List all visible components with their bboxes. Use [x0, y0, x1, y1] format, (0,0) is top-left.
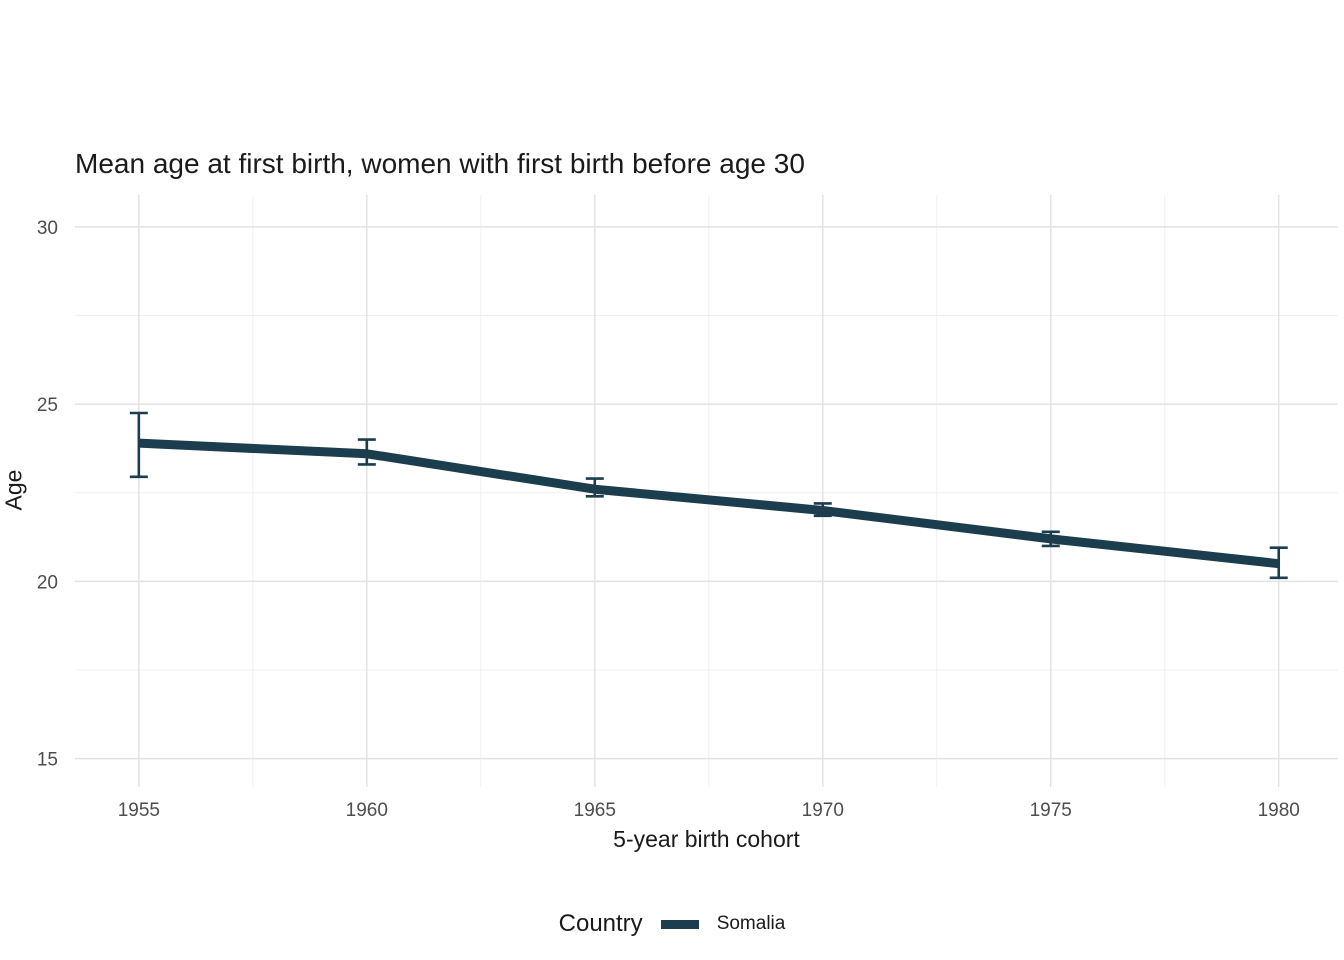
series-line-somalia [138, 438, 1280, 569]
x-tick-label: 1960 [346, 800, 388, 821]
x-tick-label: 1975 [1030, 800, 1072, 821]
y-tick-label: 15 [37, 750, 58, 771]
x-tick-label: 1965 [574, 800, 616, 821]
legend-label-somalia: Somalia [716, 913, 786, 934]
x-tick-label: 1970 [802, 800, 844, 821]
y-tick-label: 25 [37, 395, 58, 416]
legend-swatch-somalia [660, 919, 699, 929]
x-axis-title: 5-year birth cohort [613, 826, 800, 852]
y-axis-title: Age [0, 469, 27, 511]
y-tick-label: 20 [37, 572, 58, 593]
x-tick-label: 1980 [1258, 800, 1300, 821]
y-tick-label: 30 [37, 218, 58, 239]
legend-title: Country [558, 910, 643, 937]
legend: Country Somalia [0, 903, 1344, 945]
chart-title: Mean age at first birth, women with firs… [75, 148, 805, 179]
x-tick-label: 1955 [118, 800, 160, 821]
